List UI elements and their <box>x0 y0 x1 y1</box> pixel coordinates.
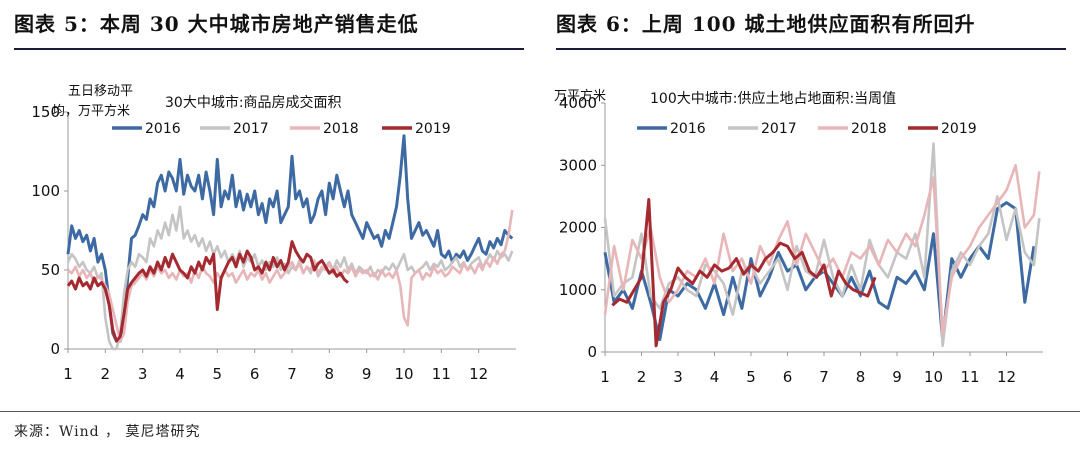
left-series-2019-line <box>66 240 349 343</box>
left-legend-label-2016: 2016 <box>145 121 181 137</box>
right-legend-label-2018: 2018 <box>851 121 887 137</box>
left-x-tick-label: 12 <box>469 365 488 383</box>
left-series-2017-line <box>66 205 514 351</box>
right-legend-label-2019: 2019 <box>941 121 977 137</box>
right-x-tick-label: 10 <box>924 368 943 386</box>
right-x-tick-label: 12 <box>997 368 1016 386</box>
right-x-tick-label: 9 <box>892 368 902 386</box>
right-x-tick-label: 11 <box>960 368 979 386</box>
left-x-tick-label: 11 <box>432 365 451 383</box>
right-legend-label-2017: 2017 <box>761 121 797 137</box>
source-note: 来源：Wind ， 莫尼塔研究 <box>14 424 201 440</box>
left-y-tick-label: 0 <box>50 340 60 358</box>
right-chart-title: 100大中城市:供应土地占地面积:当周值 <box>650 90 896 107</box>
right-x-tick-label: 1 <box>600 368 610 386</box>
right-y-tick-label: 3000 <box>559 156 597 174</box>
left-x-tick-label: 6 <box>250 365 260 383</box>
left-y-tick-label: 150 <box>31 103 60 121</box>
right-y-axis-label: 万平方米 <box>554 88 606 104</box>
right-x-tick-label: 6 <box>783 368 793 386</box>
right-y-tick-label: 1000 <box>559 281 597 299</box>
left-y-axis-label: 均，万平方米 <box>52 103 130 119</box>
right-y-tick-label: 0 <box>587 343 597 361</box>
right-x-tick-label: 3 <box>673 368 683 386</box>
left-chart-panel-title: 图表 5：本周 30 大中城市房地产销售走低 <box>14 12 419 36</box>
footer-divider <box>0 411 1080 412</box>
right-x-tick-label: 4 <box>710 368 720 386</box>
right-x-tick-label: 5 <box>746 368 756 386</box>
left-x-tick-label: 4 <box>175 365 185 383</box>
right-series-2017-line <box>603 142 1041 348</box>
right-y-tick-label: 2000 <box>559 219 597 237</box>
right-x-tick-label: 7 <box>819 368 829 386</box>
left-y-axis-label: 五日移动平 <box>68 84 133 99</box>
right-legend-label-2016: 2016 <box>670 121 706 137</box>
left-series-2018-line <box>67 209 514 343</box>
left-legend-label-2019: 2019 <box>415 121 451 137</box>
right-y-tick-label: 4000 <box>559 94 597 112</box>
right-x-tick-label: 2 <box>637 368 647 386</box>
left-x-tick-label: 10 <box>394 365 413 383</box>
right-chart-panel-title: 图表 6：上周 100 城土地供应面积有所回升 <box>556 12 976 36</box>
right-x-tick-label: 8 <box>856 368 866 386</box>
right-title-divider <box>556 48 1066 50</box>
left-x-tick-label: 2 <box>101 365 111 383</box>
left-x-tick-label: 3 <box>138 365 148 383</box>
left-x-tick-label: 1 <box>63 365 73 383</box>
left-x-tick-label: 5 <box>213 365 223 383</box>
left-title-divider <box>14 48 524 50</box>
left-x-tick-label: 9 <box>362 365 372 383</box>
left-x-tick-label: 8 <box>325 365 335 383</box>
left-y-tick-label: 100 <box>31 182 60 200</box>
left-x-tick-label: 7 <box>287 365 297 383</box>
left-series-2016-line <box>66 134 514 343</box>
left-chart-title: 30大中城市:商品房成交面积 <box>165 94 342 111</box>
left-legend-label-2017: 2017 <box>233 121 269 137</box>
left-legend-label-2018: 2018 <box>323 121 359 137</box>
right-series-2019-line <box>611 198 877 348</box>
left-y-tick-label: 50 <box>41 261 60 279</box>
